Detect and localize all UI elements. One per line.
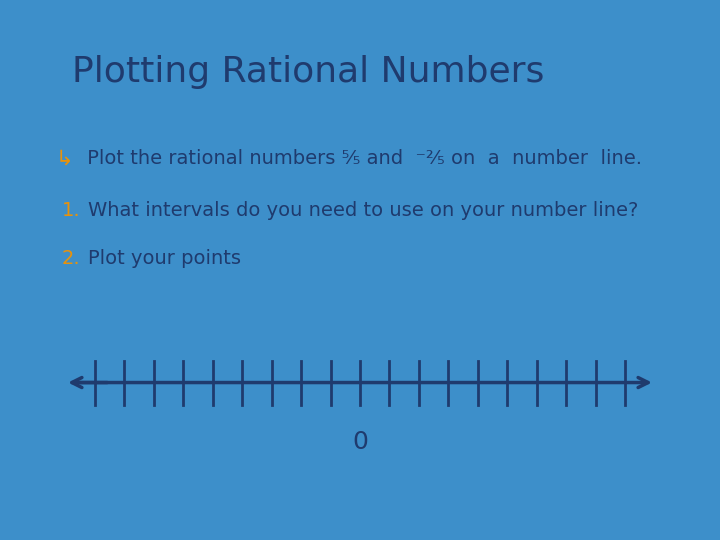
Text: Plotting Rational Numbers: Plotting Rational Numbers [72,55,544,89]
Text: 2.: 2. [62,249,81,268]
Text: 0: 0 [352,430,368,455]
Text: Plot the rational numbers ⁵⁄₅ and  ⁻²⁄₅ on  a  number  line.: Plot the rational numbers ⁵⁄₅ and ⁻²⁄₅ o… [81,149,642,168]
Text: 1.: 1. [62,201,81,220]
Text: What intervals do you need to use on your number line?: What intervals do you need to use on you… [88,201,638,220]
Text: ↳: ↳ [55,148,73,169]
Text: Plot your points: Plot your points [88,249,240,268]
